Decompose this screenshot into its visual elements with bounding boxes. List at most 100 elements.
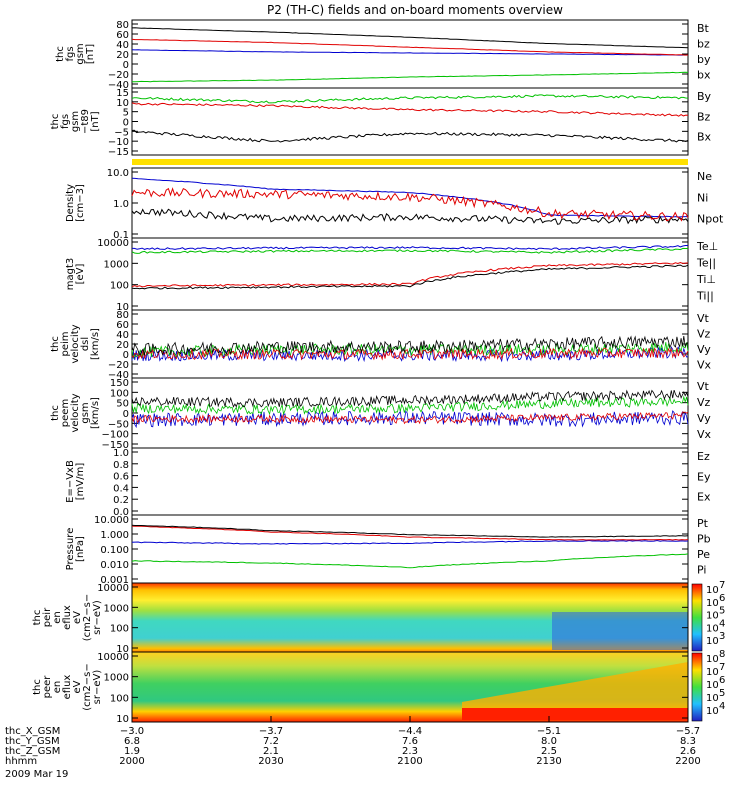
series-Vy [131,395,689,416]
y-axis-label: eV [72,611,83,624]
legend-by: by [697,53,711,66]
y-tick-label: −40 [108,80,129,91]
series-Vz [131,347,689,361]
y-axis-label: Pressure [65,528,76,571]
y-axis-label: (cm2−s− [82,663,93,710]
x-tick-label: 2200 [675,756,700,767]
color-bar-label: 10 [706,706,719,717]
panel-efield: 1.00.80.60.40.20.0 E=−VxB [mV/m] Ez Ey Ex [65,447,711,518]
series-Vt [131,335,689,356]
x-tick-label: 8.0 [541,736,557,747]
panel-frame [131,447,689,516]
legend-Ey: Ey [697,470,711,483]
y-tick-label: −40 [108,370,129,381]
legend-Bz: Bz [697,110,711,123]
x-tick-label: 6.8 [124,736,140,747]
y-axis-label: [km/s] [90,397,101,429]
y-tick-label: 60 [116,320,129,331]
y-axis-label: thc [55,46,66,62]
y-tick-label: 1.0 [113,448,129,459]
y-tick-label: 1000 [104,259,129,270]
x-tick-label: 7.6 [402,736,418,747]
x-tick-label: 2.1 [263,746,279,757]
y-axis-label: en [52,681,63,694]
y-tick-label: 40 [116,330,129,341]
legend-Ni: Ni [697,191,708,204]
y-axis-label: fgs [60,114,71,129]
y-axis-label: eflux [62,605,73,630]
y-tick-label: 20 [116,50,129,61]
x-tick-label: −5.7 [676,726,700,737]
y-tick-label: 0.2 [113,495,129,506]
y-tick-label: 0.8 [113,460,129,471]
color-bar-exponent: 6 [719,593,725,604]
series-Pe [131,553,689,569]
x-axis-row-label: hhmm [5,756,37,767]
y-tick-label: −150 [102,440,129,451]
series-Vz [131,411,689,425]
legend-Vz: Vz [697,396,711,409]
series-Ti|| [131,247,688,254]
y-tick-label: 0.100 [100,545,129,556]
x-tick-label: −5.1 [537,726,561,737]
color-bar-exponent: 7 [719,662,725,673]
color-bar-label: 10 [706,693,719,704]
y-axis-label: thc [50,336,61,352]
color-bar-exponent: 4 [719,701,725,712]
y-tick-label: −50 [108,419,129,430]
y-tick-label: 1.000 [100,530,129,541]
color-bar-exponent: 3 [719,631,725,642]
series-Bx [131,129,689,143]
series-Pi [131,539,689,545]
x-tick-label: 2.6 [680,746,696,757]
x-tick-label: 2100 [397,756,422,767]
y-tick-label: 50 [116,399,129,410]
color-bar-exponent: 6 [719,675,725,686]
legend-Npot: Npot [697,213,724,226]
y-tick-label: 10000 [97,652,129,663]
y-axis-label: peir [42,607,53,627]
legend-Pi: Pi [697,564,706,577]
series-Npot [131,177,688,218]
y-axis-label: [km/s] [90,328,101,360]
quality-flag-bar [132,159,688,165]
spectrogram-high-flux [462,708,688,720]
y-tick-label: 0.1 [113,230,129,241]
series-bz [131,38,689,56]
series-Bt [131,27,689,49]
color-bar-label: 10 [706,585,719,596]
legend-Ex: Ex [697,491,711,504]
y-tick-label: 0.001 [100,575,129,586]
y-tick-label: 10 [116,98,129,109]
legend-Vx: Vx [697,428,712,441]
y-tick-label: 10 [116,714,129,725]
legend-bz: bz [697,38,710,51]
y-tick-label: 5 [123,108,129,119]
y-axis-label: thc [32,610,43,626]
y-tick-label: 0.0 [113,507,129,518]
series-Ni [131,208,689,225]
legend-Te⊥: Te⊥ [696,240,718,253]
series-Pb [131,525,689,541]
legend-Vx: Vx [697,359,712,372]
x-tick-label: −3.0 [120,726,144,737]
x-axis-row-label: thc_Y_GSM [5,736,60,747]
panel-pressure: 10.000 1.000 0.100 0.010 0.001 Pressure [nPa] P… [65,514,711,586]
y-axis-label: thc [50,405,61,421]
y-axis-label: en [52,611,63,624]
x-axis-row-label: thc_Z_GSM [5,746,60,757]
y-tick-label: 10.000 [94,515,129,526]
y-tick-label: 1000 [104,603,129,614]
series-Pt [131,524,689,538]
y-tick-label: 20 [116,340,129,351]
y-tick-label: 100 [110,693,129,704]
y-axis-label: [mV/m] [75,463,86,501]
panel-temperature: 10000 1000 100 10 magt3 [eV] Te⊥ Te|| Ti⊥ Ti|| [65,237,718,313]
x-tick-label: 2000 [119,756,144,767]
y-axis-label: peer [42,675,53,699]
y-tick-label: 15 [116,88,129,99]
y-tick-label: 0 [123,118,129,129]
